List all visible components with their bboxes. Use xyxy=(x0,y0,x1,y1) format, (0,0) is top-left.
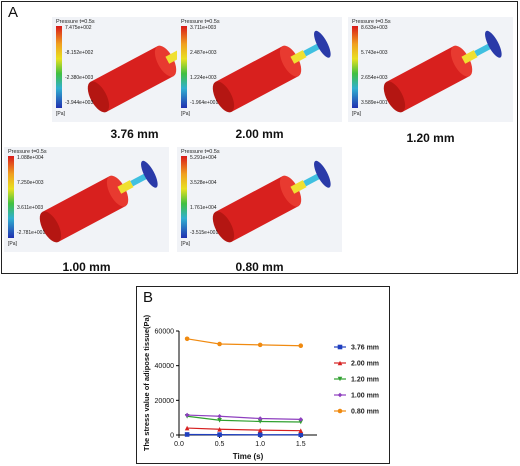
colorbar-header: Pressure t=0.5s xyxy=(56,19,95,25)
colorbar-tick-label: -2.781e+001 xyxy=(17,230,46,236)
simulation-caption: 1.00 mm xyxy=(62,260,111,274)
colorbar-tick-label: -1.964e+001 xyxy=(190,100,219,106)
pressure-model-render xyxy=(39,160,158,243)
pressure-model-render xyxy=(383,30,502,113)
y-axis-title: The stress value of adipose tissue(Pa) xyxy=(142,314,151,451)
data-point xyxy=(298,428,304,433)
data-point xyxy=(298,343,304,349)
data-point xyxy=(257,342,263,348)
data-point xyxy=(257,416,263,421)
colorbar-unit: [Pa] xyxy=(8,241,17,247)
colorbar-tick-label: -3.944e+003 xyxy=(65,100,94,106)
legend-label: 1.20 mm xyxy=(351,377,379,384)
colorbar-header: Pressure t=0.5s xyxy=(181,19,220,25)
data-point xyxy=(217,432,222,437)
y-tick-label: 60000 xyxy=(155,329,175,336)
pressure-colorbar xyxy=(181,156,187,238)
pressure-model-render xyxy=(212,160,331,243)
data-point xyxy=(257,419,263,424)
colorbar-unit: [Pa] xyxy=(56,111,65,117)
colorbar-tick-label: 1.761e+004 xyxy=(190,205,217,211)
x-tick-label: 1.5 xyxy=(296,441,306,448)
colorbar-tick-label: 8.633e+003 xyxy=(361,25,388,31)
legend-marker xyxy=(337,360,343,366)
legend-marker xyxy=(337,344,343,350)
legend-label: 0.80 mm xyxy=(351,409,379,416)
legend-marker xyxy=(337,376,343,382)
data-point xyxy=(217,413,222,419)
series-line xyxy=(187,427,301,432)
colorbar-tick-label: 1.088e+004 xyxy=(17,155,44,161)
pressure-colorbar xyxy=(56,26,62,108)
colorbar-unit: [Pa] xyxy=(181,111,190,117)
data-point xyxy=(298,419,304,425)
colorbar-tick-label: -8.152e+002 xyxy=(65,50,94,56)
panel-a-letter: A xyxy=(8,4,19,21)
colorbar-header: Pressure t=0.5s xyxy=(8,149,47,155)
simulation-caption: 3.76 mm xyxy=(110,127,159,141)
colorbar-tick-label: 3.611e+003 xyxy=(17,205,44,211)
data-point xyxy=(184,425,190,431)
colorbar-tick-label: 3.589e+001 xyxy=(361,100,388,106)
data-point xyxy=(257,432,263,438)
x-tick-label: 1.0 xyxy=(255,441,265,448)
data-point xyxy=(217,426,222,432)
simulation-image: Pressure t=0.5s 8.633e+003 5.743e+003 2.654… xyxy=(348,17,513,122)
series-line xyxy=(187,414,301,420)
panel-b: B 0 20000 40000 60000 0.0 0.5 1.0 1.5 Time (s) Th… xyxy=(136,286,390,464)
colorbar-tick-label: 2.654e+003 xyxy=(361,75,388,81)
legend-marker xyxy=(337,408,343,414)
pressure-colorbar xyxy=(181,26,187,108)
simulation-image: Pressure t=0.5s 1.088e+004 7.250e+003 3.611… xyxy=(4,147,169,252)
pressure-colorbar xyxy=(352,26,358,108)
colorbar-tick-label: 5.291e+004 xyxy=(190,155,217,161)
panel-b-letter: B xyxy=(143,289,154,306)
x-tick-label: 0.5 xyxy=(215,441,225,448)
legend-label: 1.00 mm xyxy=(351,393,379,400)
legend-label: 3.76 mm xyxy=(351,345,379,352)
simulation-image: Pressure t=0.5s 3.711e+003 2.487e+003 1.224… xyxy=(177,17,342,122)
x-axis-title: Time (s) xyxy=(233,452,264,461)
legend-label: 2.00 mm xyxy=(351,361,379,368)
colorbar-tick-label: 1.224e+003 xyxy=(190,75,217,81)
data-point xyxy=(298,417,304,422)
colorbar-tick-label: -2.380e+003 xyxy=(65,75,94,81)
colorbar-tick-label: 7.475e+002 xyxy=(65,25,92,31)
series-line xyxy=(187,338,301,347)
simulation-image: Pressure t=0.5s 5.291e+004 3.528e+004 1.761… xyxy=(177,147,342,252)
colorbar-unit: [Pa] xyxy=(352,111,361,117)
stress-line-chart: 0 20000 40000 60000 0.0 0.5 1.0 1.5 Time (s) The … xyxy=(142,314,379,461)
data-point xyxy=(184,412,190,418)
simulation-caption: 1.20 mm xyxy=(406,131,455,145)
colorbar-header: Pressure t=0.5s xyxy=(352,19,391,25)
series-line xyxy=(187,415,301,423)
simulation-caption: 0.80 mm xyxy=(235,260,284,274)
y-tick-label: 20000 xyxy=(155,398,175,405)
y-tick-label: 0 xyxy=(170,433,174,440)
simulation-caption: 2.00 mm xyxy=(235,127,284,141)
colorbar-header: Pressure t=0.5s xyxy=(181,149,220,155)
data-point xyxy=(217,341,222,347)
legend-marker xyxy=(337,392,343,398)
colorbar-tick-label: 3.528e+004 xyxy=(190,180,217,186)
x-tick-label: 0.0 xyxy=(174,441,184,448)
colorbar-tick-label: -3.515e+001 xyxy=(190,230,219,236)
colorbar-tick-label: 3.711e+003 xyxy=(190,25,217,31)
colorbar-unit: [Pa] xyxy=(181,241,190,247)
y-tick-label: 40000 xyxy=(155,363,175,370)
pressure-model-render xyxy=(212,30,331,113)
colorbar-tick-label: 5.743e+003 xyxy=(361,50,388,56)
colorbar-tick-label: 7.250e+003 xyxy=(17,180,44,186)
data-point xyxy=(298,432,304,438)
pressure-colorbar xyxy=(8,156,14,238)
colorbar-tick-label: 2.487e+003 xyxy=(190,50,217,56)
data-point xyxy=(257,427,263,433)
data-point xyxy=(184,432,190,437)
panel-a: A Pressure t=0.5s 7.475e+002 -8.152e+002 -2… xyxy=(1,1,518,274)
data-point xyxy=(217,417,222,423)
data-point xyxy=(184,336,190,342)
